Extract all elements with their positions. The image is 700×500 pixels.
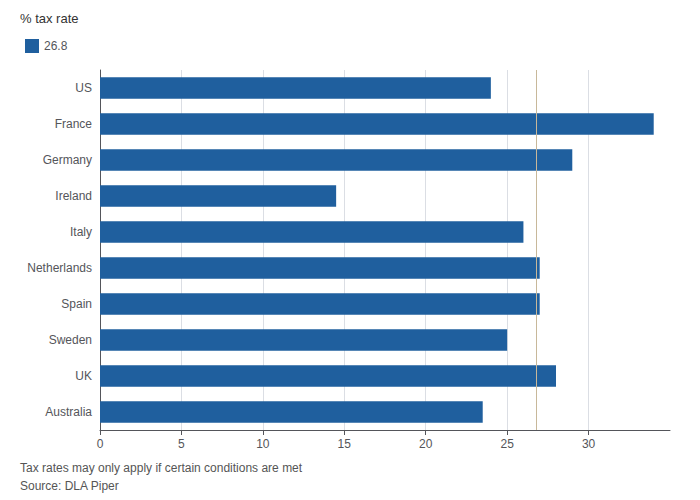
svg-text:Ireland: Ireland	[55, 189, 92, 203]
svg-text:Netherlands: Netherlands	[27, 261, 92, 275]
svg-text:Australia: Australia	[45, 405, 92, 419]
svg-text:UK: UK	[75, 369, 92, 383]
svg-text:20: 20	[419, 437, 433, 451]
svg-text:Source: DLA Piper: Source: DLA Piper	[20, 479, 119, 493]
svg-text:30: 30	[582, 437, 596, 451]
svg-text:Germany: Germany	[43, 153, 92, 167]
svg-text:25: 25	[500, 437, 514, 451]
svg-text:US: US	[75, 81, 92, 95]
svg-text:0: 0	[97, 437, 104, 451]
svg-text:Tax rates may only apply if ce: Tax rates may only apply if certain cond…	[20, 461, 303, 475]
svg-text:Spain: Spain	[61, 297, 92, 311]
svg-text:26.8: 26.8	[44, 39, 68, 53]
svg-text:France: France	[55, 117, 93, 131]
svg-text:Italy: Italy	[70, 225, 92, 239]
svg-text:Sweden: Sweden	[49, 333, 92, 347]
svg-text:% tax rate: % tax rate	[20, 11, 79, 26]
svg-text:10: 10	[256, 437, 270, 451]
svg-text:5: 5	[178, 437, 185, 451]
svg-text:15: 15	[338, 437, 352, 451]
